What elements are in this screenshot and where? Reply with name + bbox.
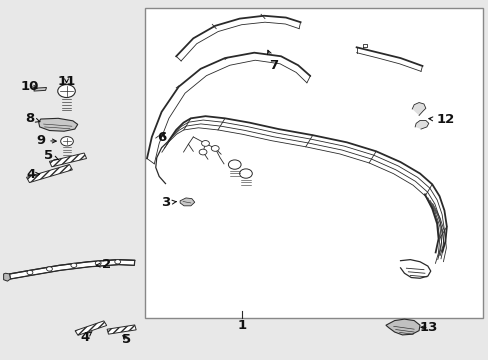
Polygon shape bbox=[385, 319, 419, 335]
Polygon shape bbox=[75, 321, 106, 335]
Circle shape bbox=[115, 260, 121, 264]
Text: 12: 12 bbox=[428, 113, 453, 126]
Polygon shape bbox=[49, 153, 86, 167]
Circle shape bbox=[71, 263, 77, 267]
Text: 5: 5 bbox=[122, 333, 131, 346]
Polygon shape bbox=[34, 87, 46, 91]
Text: 1: 1 bbox=[237, 319, 246, 332]
Text: 4: 4 bbox=[26, 168, 40, 181]
Text: 10: 10 bbox=[20, 80, 39, 93]
Circle shape bbox=[211, 145, 219, 151]
Text: 7: 7 bbox=[267, 50, 278, 72]
Text: 9: 9 bbox=[36, 134, 56, 147]
Text: 4: 4 bbox=[80, 331, 92, 344]
Text: 6: 6 bbox=[157, 131, 166, 144]
Circle shape bbox=[27, 270, 33, 275]
Polygon shape bbox=[9, 260, 135, 279]
Circle shape bbox=[201, 140, 209, 146]
Text: 8: 8 bbox=[25, 112, 40, 125]
Polygon shape bbox=[26, 165, 72, 183]
Polygon shape bbox=[3, 273, 10, 281]
Circle shape bbox=[95, 261, 101, 265]
Text: 5: 5 bbox=[44, 149, 59, 162]
Polygon shape bbox=[411, 103, 425, 116]
Circle shape bbox=[199, 149, 206, 155]
Text: 3: 3 bbox=[161, 197, 176, 210]
Polygon shape bbox=[414, 121, 428, 129]
Text: 2: 2 bbox=[96, 258, 111, 271]
Circle shape bbox=[228, 160, 241, 169]
Polygon shape bbox=[180, 198, 194, 206]
Circle shape bbox=[58, 85, 75, 98]
Circle shape bbox=[61, 136, 73, 146]
Circle shape bbox=[46, 267, 52, 271]
Bar bbox=[144, 8, 483, 318]
Polygon shape bbox=[107, 325, 136, 334]
Text: 13: 13 bbox=[419, 321, 437, 334]
Circle shape bbox=[239, 169, 252, 178]
Polygon shape bbox=[39, 118, 78, 131]
Text: 11: 11 bbox=[57, 75, 76, 88]
